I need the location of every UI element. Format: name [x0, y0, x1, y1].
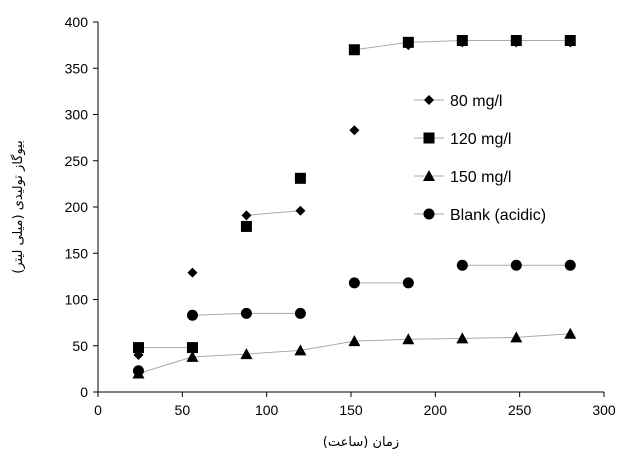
point-blank-acidic	[402, 277, 414, 289]
point-120-mg-l	[402, 36, 414, 48]
legend: 80 mg/l 120 mg/l 150 mg/l Blank (acidic)	[414, 93, 546, 224]
y-tick-label: 50	[72, 338, 88, 354]
point-blank-acidic	[456, 259, 468, 271]
point-blank-acidic	[294, 307, 306, 319]
point-150-mg-l	[564, 327, 577, 339]
point-150-mg-l	[186, 350, 199, 362]
point-150-mg-l	[402, 333, 415, 345]
point-blank-acidic	[564, 259, 576, 271]
data-points	[132, 35, 577, 379]
connector-line	[246, 210, 301, 216]
legend-label-150-mg-l: 150 mg/l	[450, 169, 511, 186]
legend-marker-120-mg-l	[423, 132, 435, 144]
y-tick-label: 350	[65, 60, 89, 76]
legend-label-blank-acidic: Blank (acidic)	[450, 207, 546, 224]
x-tick-label: 100	[255, 402, 279, 418]
point-120-mg-l	[564, 35, 576, 46]
legend-marker-blank-acidic	[423, 208, 435, 220]
y-tick-label: 200	[65, 199, 89, 215]
x-tick-label: 300	[592, 402, 616, 418]
point-150-mg-l	[240, 348, 253, 360]
y-tick-label: 150	[65, 245, 89, 261]
y-tick-label: 250	[65, 153, 89, 169]
x-tick-label: 250	[508, 402, 532, 418]
x-tick-label: 150	[339, 402, 363, 418]
axes: 0 50 100 150 200 250 300 350 400 0 50 100 150 200 250 3…	[65, 14, 616, 418]
point-80-mg-l	[187, 267, 198, 278]
point-120-mg-l	[186, 342, 198, 354]
y-axis-label: بیوگاز تولیدی (میلی لیتر)	[10, 140, 26, 273]
x-tick-label: 0	[94, 402, 102, 418]
point-blank-acidic	[348, 277, 360, 289]
point-blank-acidic	[186, 309, 198, 321]
x-tick-label: 200	[424, 402, 448, 418]
point-80-mg-l	[295, 205, 306, 216]
point-120-mg-l	[348, 44, 360, 56]
point-120-mg-l	[132, 342, 144, 354]
point-120-mg-l	[510, 35, 522, 46]
point-80-mg-l	[349, 125, 360, 136]
point-150-mg-l	[456, 332, 469, 344]
x-tick-label: 50	[175, 402, 191, 418]
point-blank-acidic	[240, 307, 252, 319]
x-axis-label: زمان (ساعت)	[323, 435, 399, 450]
legend-label-80-mg-l: 80 mg/l	[450, 93, 502, 110]
point-blank-acidic	[132, 365, 144, 377]
y-tick-label: 100	[65, 292, 89, 308]
y-tick-label: 400	[65, 14, 89, 30]
point-120-mg-l	[456, 35, 468, 46]
legend-marker-150-mg-l	[423, 170, 435, 181]
point-150-mg-l	[348, 335, 361, 347]
point-150-mg-l	[510, 331, 523, 343]
point-blank-acidic	[510, 259, 522, 271]
y-tick-label: 0	[80, 384, 88, 400]
point-80-mg-l	[241, 210, 252, 221]
legend-marker-80-mg-l	[424, 95, 434, 105]
y-tick-label: 300	[65, 107, 89, 123]
point-150-mg-l	[294, 344, 307, 356]
point-120-mg-l	[240, 220, 252, 232]
point-120-mg-l	[294, 172, 306, 184]
legend-label-120-mg-l: 120 mg/l	[450, 131, 511, 148]
